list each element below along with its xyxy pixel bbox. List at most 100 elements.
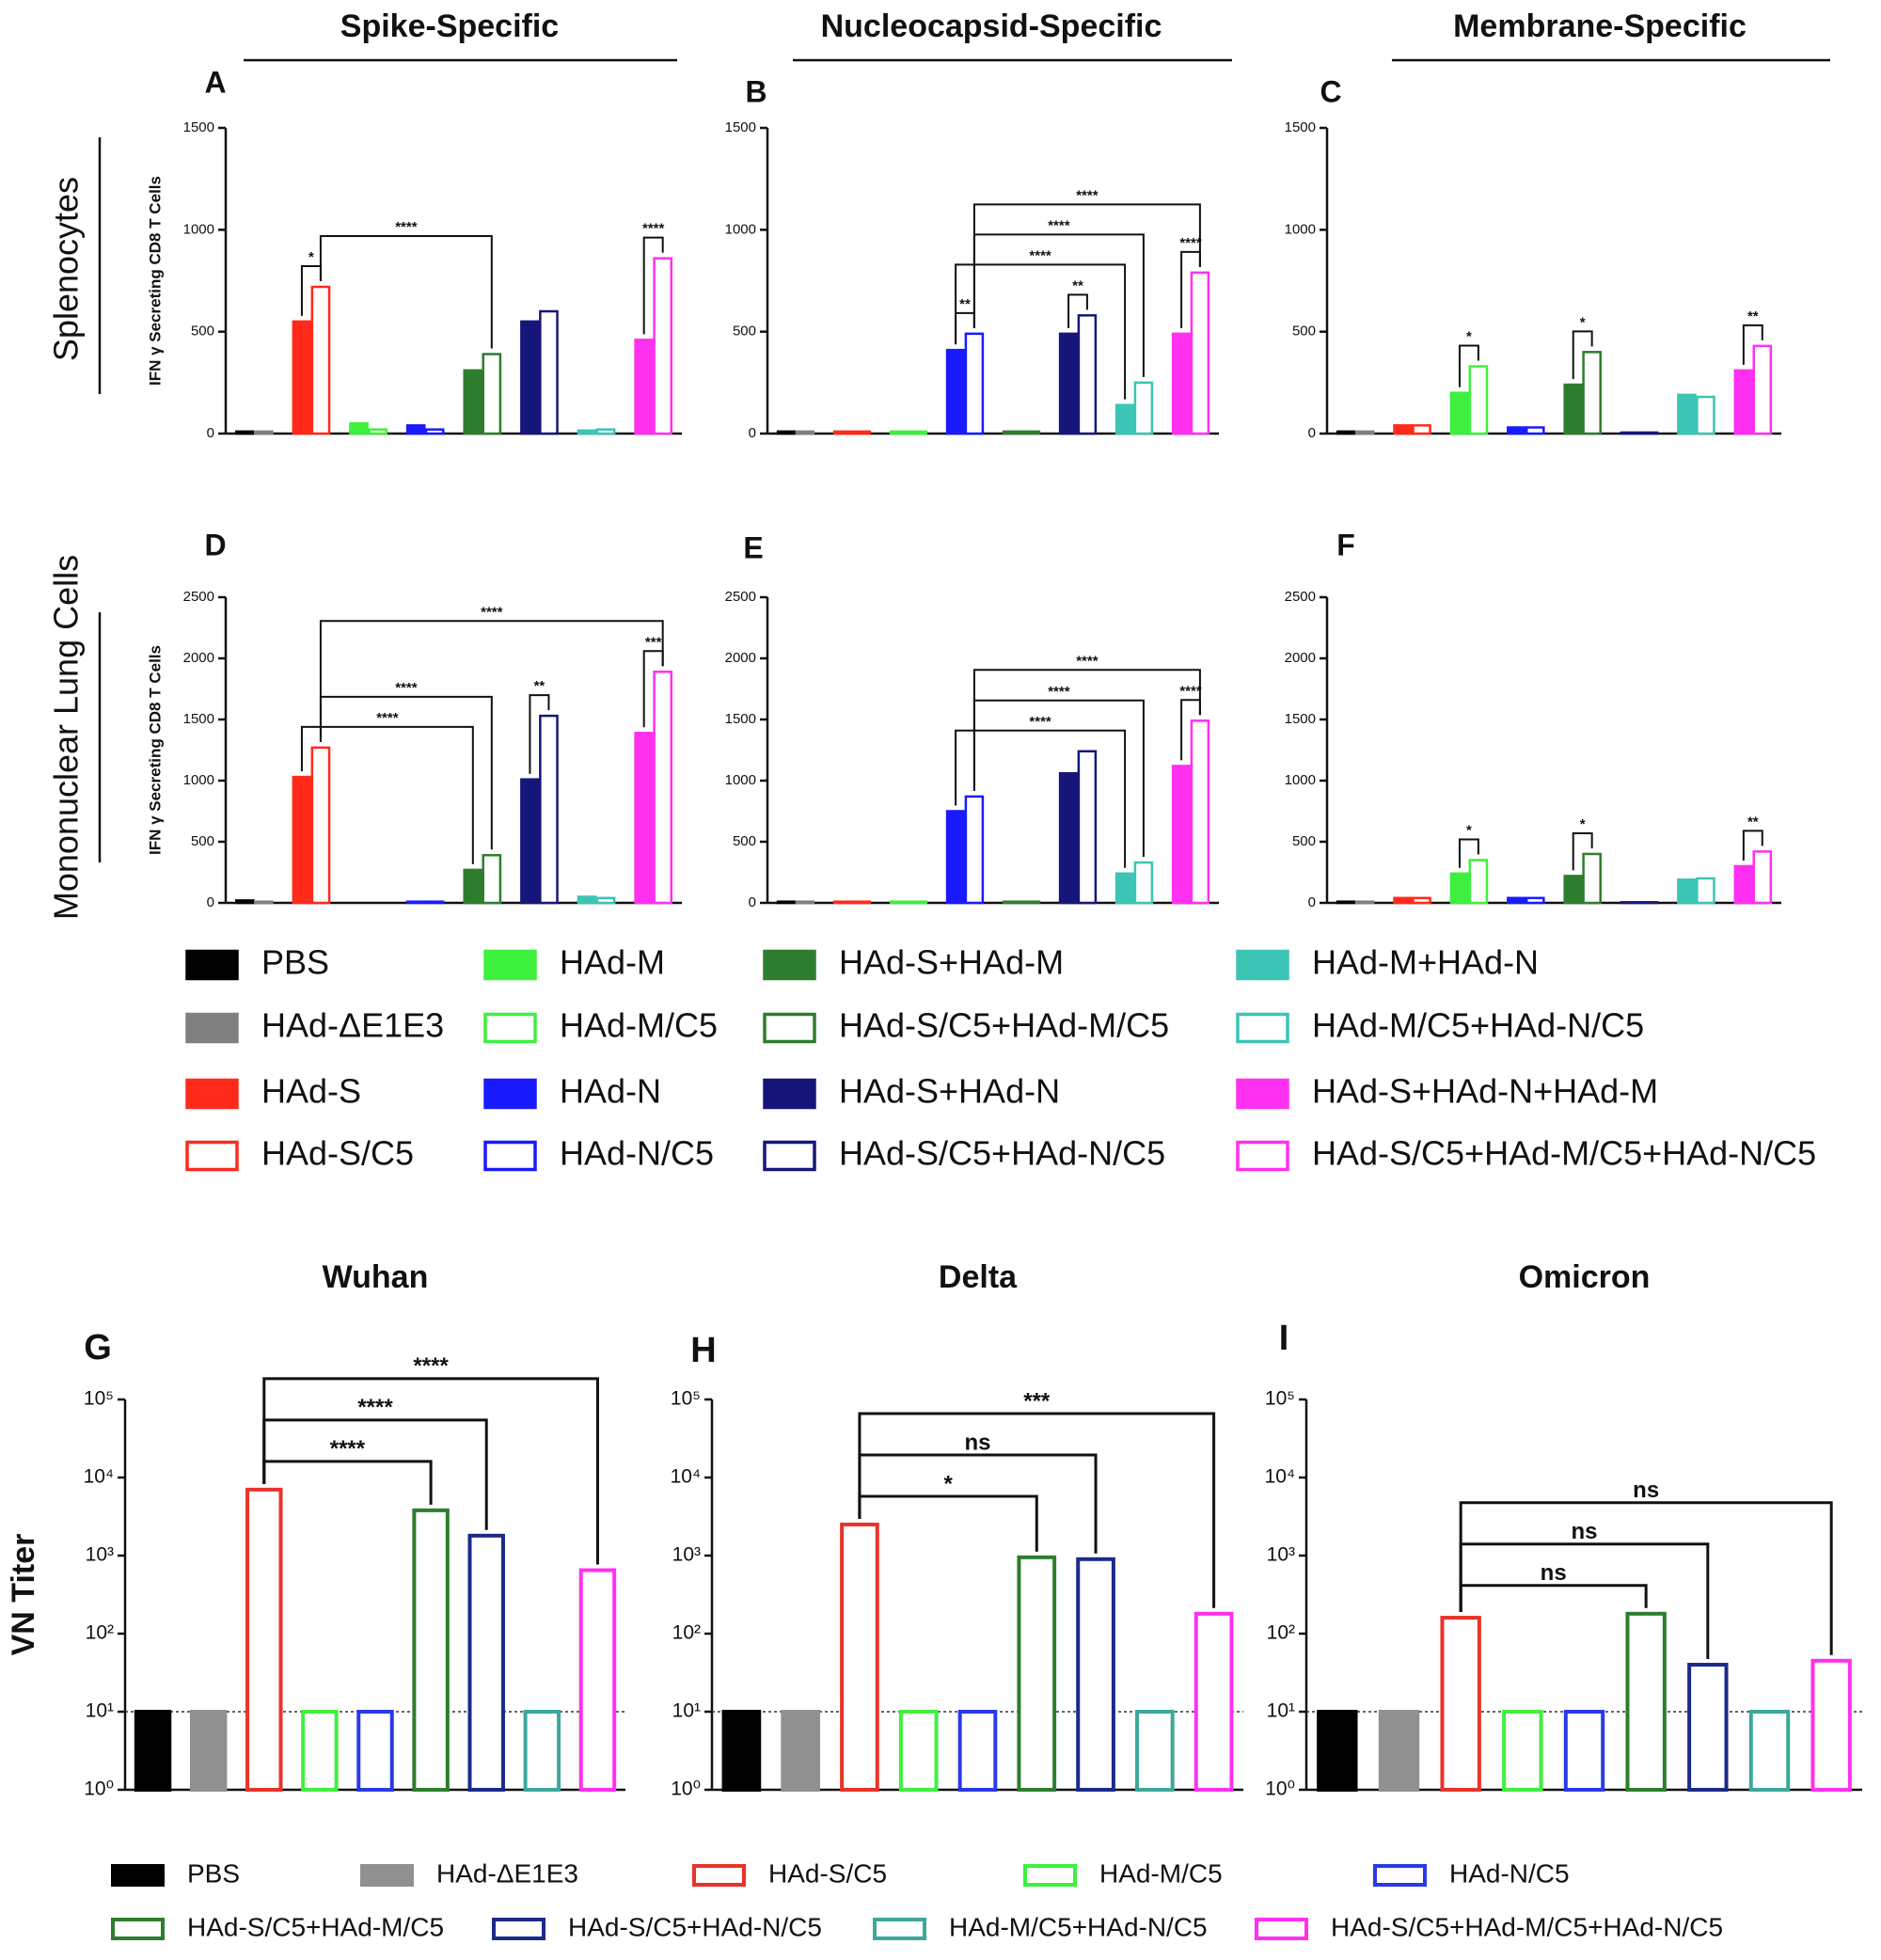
bar: [539, 714, 559, 905]
bar: [463, 369, 483, 435]
bar: [1563, 1710, 1605, 1792]
legend-swatch: [1236, 1078, 1289, 1110]
column-title: Nucleocapsid-Specific: [821, 8, 1162, 44]
bar: [795, 430, 815, 435]
bar: [1748, 1710, 1791, 1792]
bar: [851, 900, 872, 905]
bar: [310, 746, 331, 905]
bar: [1190, 271, 1210, 435]
bar: [634, 339, 655, 435]
bar: [776, 900, 797, 905]
y-tick-label: 1000: [183, 772, 214, 788]
bar: [292, 320, 312, 435]
y-tick-label: 10⁴: [84, 1466, 114, 1488]
bar: [1507, 426, 1526, 435]
y-tick-label: 500: [1292, 833, 1316, 849]
y-tick-label: 1500: [183, 119, 214, 135]
y-tick-label: 10⁵: [1265, 1388, 1295, 1410]
y-tick-label: 1500: [183, 711, 214, 727]
bar: [945, 348, 966, 435]
legend-swatch: [185, 1140, 239, 1172]
bar: [539, 309, 559, 435]
significance-bracket: [300, 725, 474, 864]
significance-label: *: [1466, 822, 1472, 838]
significance-label: ****: [395, 680, 418, 696]
row-label: Splenocytes: [47, 177, 86, 361]
legend-label: HAd-S/C5+HAd-M/C5: [187, 1912, 444, 1941]
y-tick-label: 10¹: [672, 1700, 701, 1722]
significance-bracket: [262, 1377, 599, 1565]
y-axis-label: VN Titer: [6, 1534, 41, 1656]
bar: [1502, 1710, 1543, 1792]
chart-title: Delta: [939, 1259, 1018, 1295]
significance-bracket: [319, 620, 664, 742]
bar: [1393, 896, 1413, 905]
bar: [310, 285, 331, 435]
bar: [908, 900, 928, 905]
significance-label: ***: [1023, 1388, 1051, 1414]
y-tick-label: 2500: [1285, 589, 1316, 605]
legend-label: PBS: [261, 943, 329, 982]
y-tick-label: 1500: [725, 711, 756, 727]
panel-letter: I: [1279, 1319, 1289, 1358]
bar: [1620, 431, 1640, 435]
legend-label: HAd-M/C5+HAd-N/C5: [949, 1912, 1208, 1941]
legend-label: PBS: [187, 1858, 240, 1888]
chart-title: Wuhan: [323, 1259, 429, 1295]
bar: [1336, 900, 1356, 905]
bar: [1638, 901, 1659, 905]
bar: [578, 1568, 617, 1792]
y-tick-label: 10²: [86, 1622, 114, 1644]
bar: [1468, 859, 1489, 905]
significance-label: ns: [1571, 1519, 1597, 1544]
y-tick-label: 500: [191, 324, 214, 340]
y-tick-label: 0: [207, 425, 214, 441]
bar: [1076, 1557, 1115, 1792]
significance-label: ***: [645, 634, 662, 650]
legend-swatch: [492, 1918, 545, 1940]
panel-letter: G: [84, 1328, 112, 1367]
bar: [1582, 351, 1602, 435]
bar: [1625, 1611, 1667, 1792]
significance-bracket: [1458, 344, 1479, 387]
y-tick-label: 10³: [672, 1544, 701, 1566]
significance-bracket: [955, 263, 1127, 400]
legend-swatch: [1373, 1864, 1427, 1887]
significance-bracket: [262, 1418, 488, 1530]
y-tick-label: 500: [733, 324, 756, 340]
bar: [1620, 901, 1640, 905]
bar: [520, 320, 540, 435]
bar: [851, 430, 872, 435]
legend-swatch: [483, 949, 537, 981]
bar: [1354, 430, 1375, 435]
bar: [234, 899, 255, 905]
y-tick-label: 1000: [725, 772, 756, 788]
significance-label: ns: [1633, 1478, 1659, 1503]
y-tick-label: 2000: [725, 650, 756, 666]
bar: [1696, 395, 1715, 435]
bar: [898, 1710, 939, 1792]
column-title: Spike-Specific: [340, 8, 559, 44]
legend-swatch: [763, 949, 816, 981]
legend-label: HAd-N: [560, 1072, 661, 1111]
bar: [957, 1710, 998, 1792]
y-tick-label: 1000: [725, 221, 756, 237]
legend-swatch: [1255, 1918, 1308, 1940]
legend-swatch: [111, 1918, 165, 1940]
legend-label: HAd-S/C5+HAd-N/C5: [839, 1134, 1165, 1173]
bar: [1507, 896, 1526, 905]
legend-swatch: [483, 1140, 537, 1172]
significance-label: **: [1747, 814, 1759, 830]
significance-label: ****: [395, 219, 418, 235]
legend-label: HAd-S/C5+HAd-M/C5+HAd-N/C5: [1312, 1134, 1816, 1173]
bar: [1733, 369, 1754, 435]
bar: [964, 795, 985, 905]
panel-letter: F: [1336, 528, 1355, 561]
legend-swatch: [360, 1864, 414, 1887]
bar: [1378, 1710, 1420, 1792]
y-tick-label: 1500: [1285, 119, 1316, 135]
legend-label: HAd-ΔE1E3: [436, 1858, 578, 1888]
bar: [653, 257, 673, 435]
y-tick-label: 10⁵: [671, 1388, 701, 1410]
bar: [292, 775, 312, 905]
